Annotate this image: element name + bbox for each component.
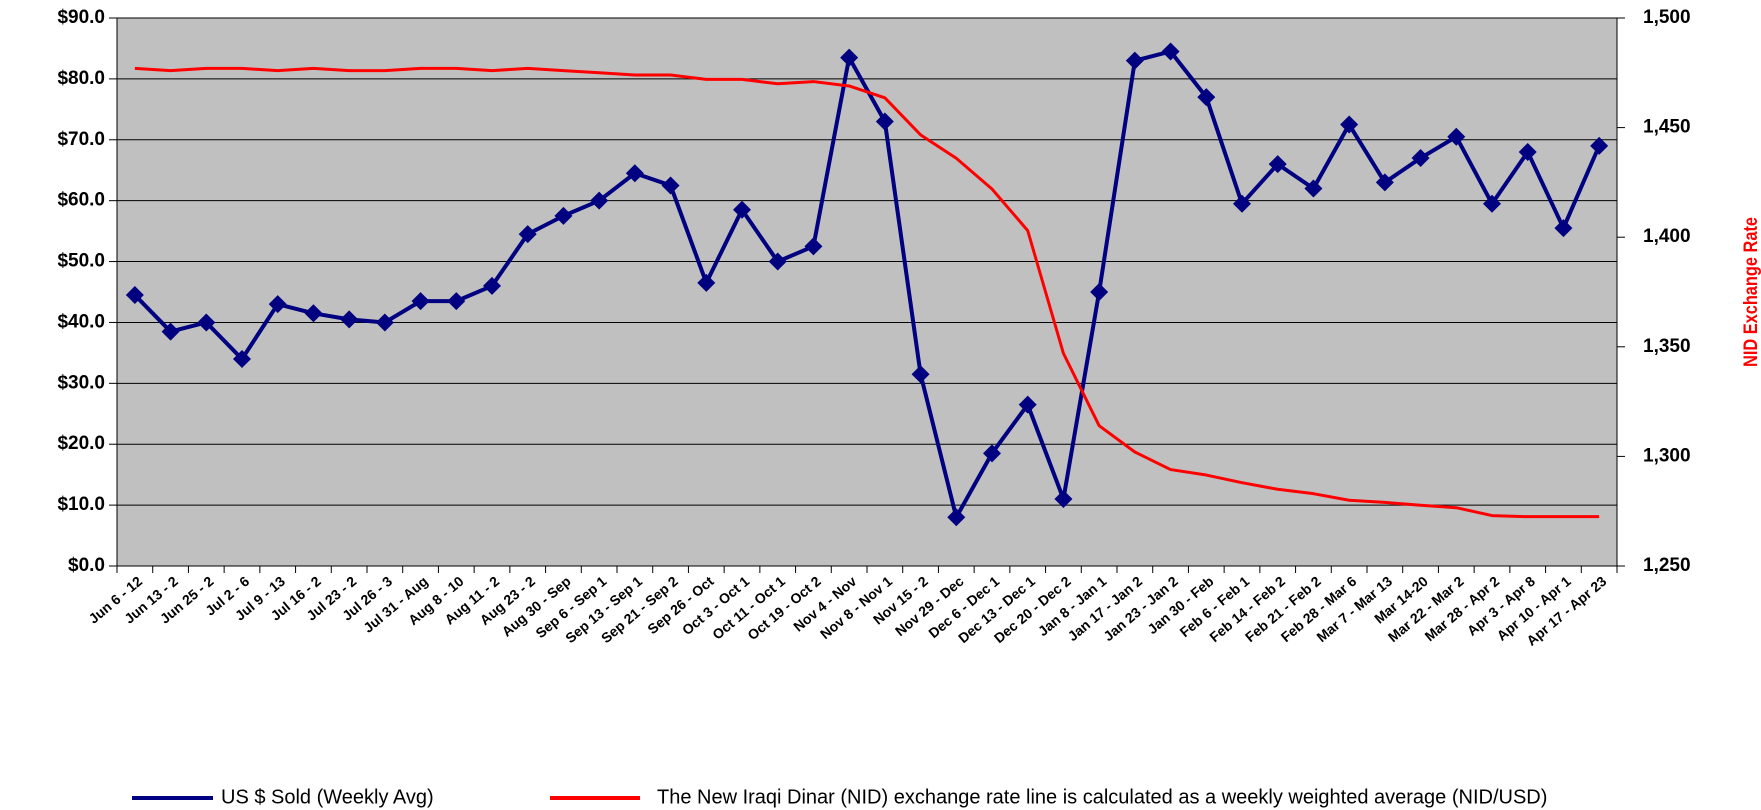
y-tick-label: $20.0 <box>57 433 105 454</box>
marker <box>875 112 894 131</box>
marker <box>1125 51 1144 70</box>
marker <box>1268 155 1287 174</box>
marker <box>268 295 287 314</box>
y-tick-label: $80.0 <box>57 68 105 89</box>
y-tick-label: $30.0 <box>57 372 105 393</box>
marker <box>1054 490 1073 509</box>
marker <box>340 310 359 329</box>
legend-label: The New Iraqi Dinar (NID) exchange rate … <box>657 786 1547 808</box>
y-tick-label: $0.0 <box>68 555 105 576</box>
marker <box>518 225 537 244</box>
y-tick-label: $10.0 <box>57 494 105 515</box>
marker <box>983 444 1001 463</box>
y2-tick-label: 1,400 <box>1643 226 1691 247</box>
marker <box>161 322 180 341</box>
marker <box>1304 179 1323 198</box>
marker <box>554 206 573 225</box>
legend-label: US $ Sold (Weekly Avg) <box>221 786 434 808</box>
marker <box>447 292 466 311</box>
marker <box>1340 115 1359 134</box>
marker <box>768 252 787 271</box>
marker <box>197 313 216 332</box>
y-tick-label: $90.0 <box>57 7 105 28</box>
marker <box>483 276 501 295</box>
marker <box>1161 42 1180 61</box>
marker <box>125 286 144 305</box>
marker <box>590 191 609 210</box>
marker <box>697 273 716 292</box>
plot-area <box>116 17 1618 567</box>
y2-tick-label: 1,500 <box>1643 7 1691 28</box>
y-tick-label: $50.0 <box>57 251 105 272</box>
marker <box>1197 88 1216 107</box>
marker <box>840 48 859 67</box>
y-tick-label: $40.0 <box>57 311 105 332</box>
marker <box>1411 149 1430 168</box>
y2-tick-label: 1,300 <box>1643 445 1691 466</box>
y-tick-label: $60.0 <box>57 190 105 211</box>
marker <box>233 349 251 368</box>
marker <box>1233 194 1251 213</box>
marker <box>911 365 930 384</box>
marker <box>1554 219 1573 238</box>
marker <box>1090 283 1109 301</box>
marker <box>1375 173 1394 192</box>
series-line <box>134 66 1600 519</box>
y2-tick-label: 1,250 <box>1643 555 1691 576</box>
marker <box>1018 395 1037 414</box>
marker <box>661 176 680 195</box>
y-tick-label: $70.0 <box>57 129 105 150</box>
marker <box>1518 142 1537 161</box>
marker <box>804 237 823 256</box>
marker <box>733 200 751 219</box>
marker <box>375 313 394 332</box>
y2-axis-label: NID Exchange Rate <box>1741 217 1761 367</box>
marker <box>411 292 430 311</box>
marker <box>1483 194 1501 213</box>
y2-tick-label: 1,350 <box>1643 336 1691 357</box>
y2-tick-label: 1,450 <box>1643 117 1691 138</box>
marker <box>947 508 966 527</box>
marker <box>625 164 644 183</box>
marker <box>1447 127 1466 146</box>
marker <box>1590 136 1609 155</box>
marker <box>304 304 323 323</box>
